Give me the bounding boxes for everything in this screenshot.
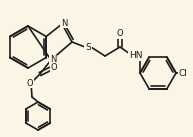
- Text: O: O: [117, 29, 123, 38]
- Text: O: O: [51, 62, 57, 72]
- Text: S: S: [85, 42, 91, 52]
- Text: N: N: [50, 55, 56, 65]
- Text: O: O: [27, 79, 33, 88]
- Text: HN: HN: [129, 52, 143, 61]
- Text: Cl: Cl: [179, 68, 187, 78]
- Text: N: N: [61, 18, 67, 28]
